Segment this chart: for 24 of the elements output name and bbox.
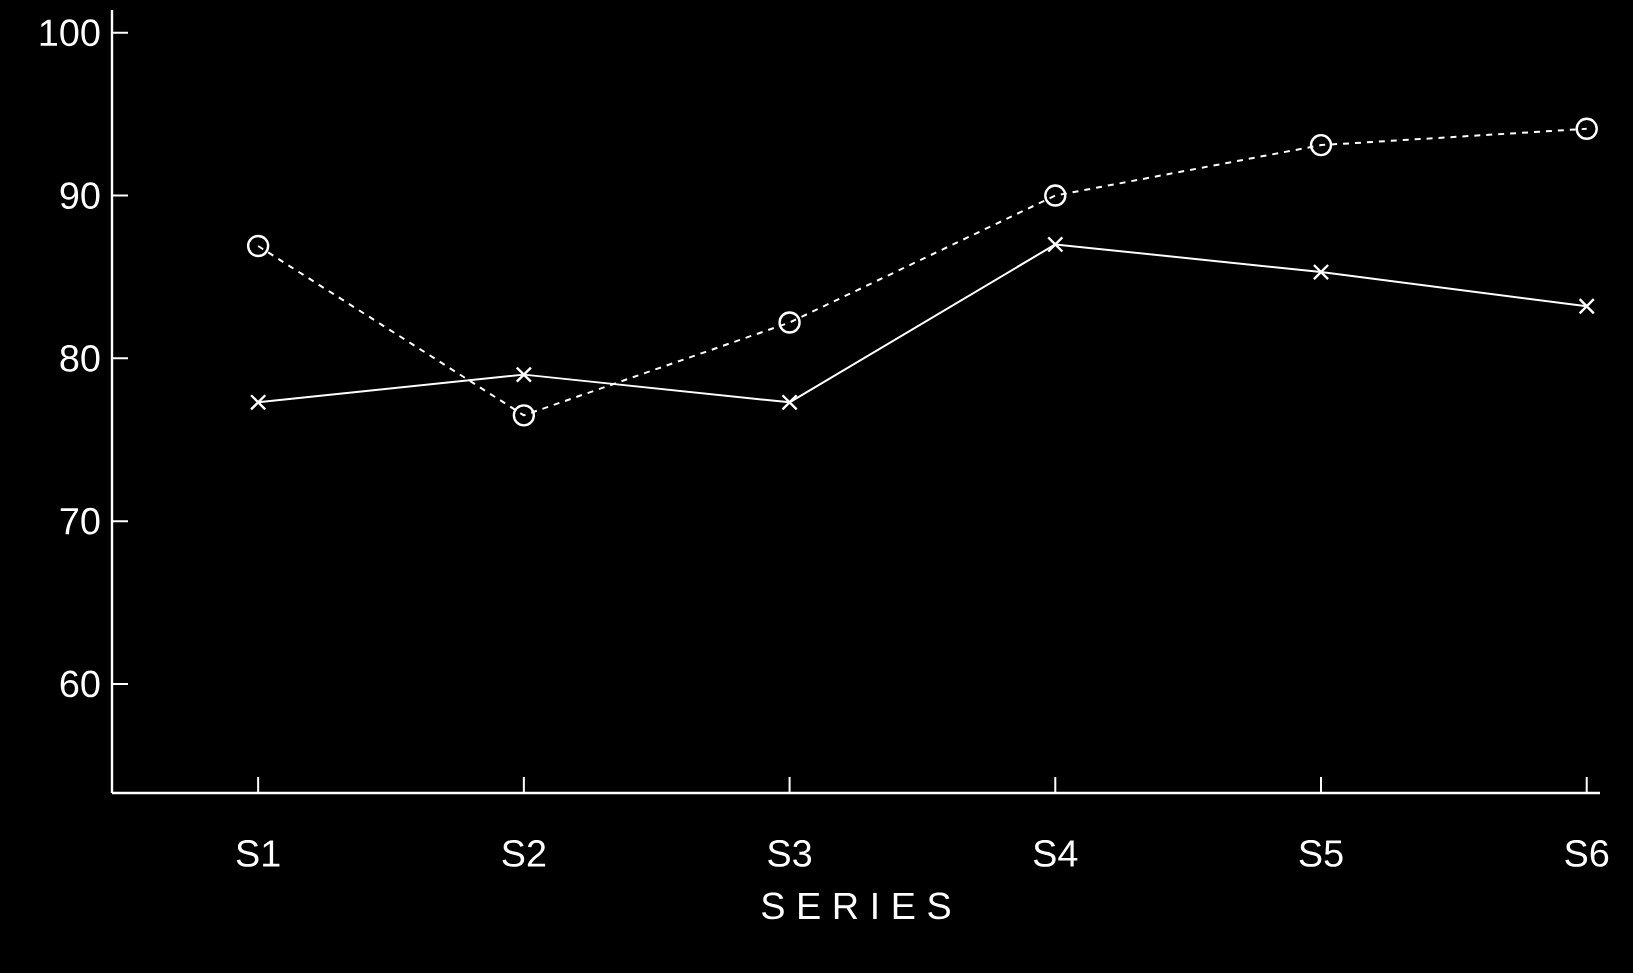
- point: [246, 234, 270, 258]
- point: [249, 394, 267, 411]
- x-axis-title: S E R I E S: [762, 892, 950, 920]
- point: [778, 311, 801, 334]
- x-tick-label: S6: [1565, 840, 1609, 867]
- y-tick-label: 60: [60, 670, 100, 698]
- point: [1578, 297, 1595, 315]
- point: [1047, 236, 1064, 253]
- x-tick-label: S4: [1033, 840, 1078, 867]
- point: [1312, 263, 1330, 281]
- point: [1044, 184, 1067, 207]
- x-tick-label: S2: [502, 840, 546, 867]
- y-tick-label: 70: [60, 507, 100, 535]
- point: [1309, 133, 1333, 157]
- x-tick-label: S3: [768, 840, 812, 867]
- y-tick-label: 80: [60, 344, 100, 372]
- point: [515, 366, 533, 383]
- point: [1575, 117, 1598, 141]
- point: [781, 394, 798, 411]
- y-tick-label: 90: [60, 182, 100, 209]
- x-tick-label: S1: [236, 840, 280, 867]
- y-tick-label: 100: [40, 19, 100, 47]
- x-tick-label: S5: [1299, 840, 1343, 867]
- point: [512, 404, 536, 427]
